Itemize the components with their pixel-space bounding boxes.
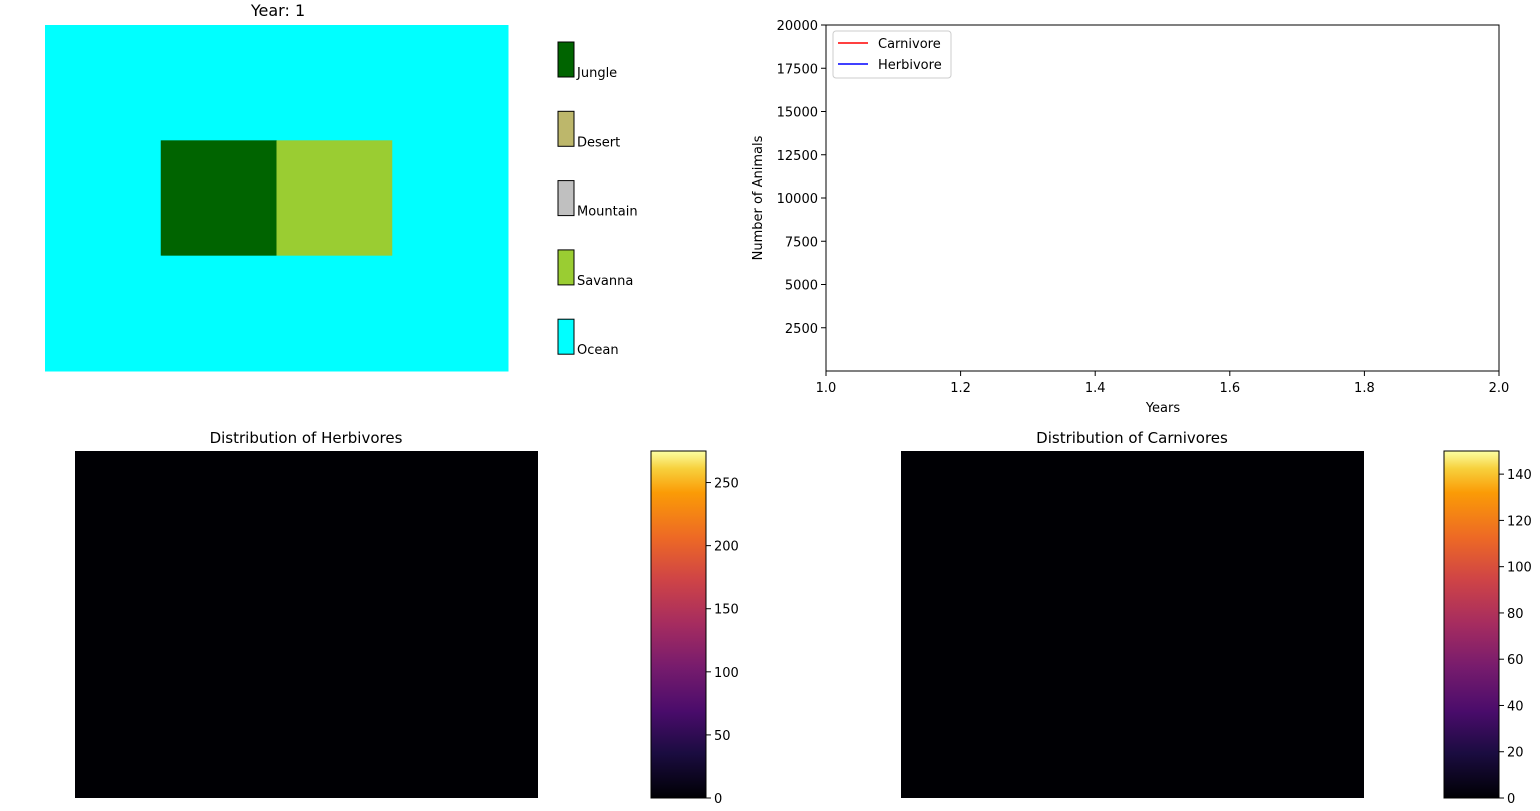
island-map-panel: Year: 1 Jungle Desert Mountain Savanna Ocean [45, 1, 638, 372]
population-y-axis: 2500 5000 7500 10000 12500 15000 17500 20000 [777, 19, 826, 337]
map-cell [276, 140, 393, 257]
herbivore-legend-label: Herbivore [878, 58, 942, 73]
island-map-title: Year: 1 [250, 1, 305, 20]
map-cell [276, 25, 393, 141]
x-tick-label: 1.8 [1354, 381, 1375, 396]
x-tick-label: 1.4 [1085, 381, 1106, 396]
x-tick-label: 2.0 [1489, 381, 1510, 396]
x-tick-label: 1.6 [1219, 381, 1240, 396]
population-plot-area [825, 24, 1500, 372]
map-cell [45, 25, 162, 141]
colorbar-tick-label: 100 [714, 666, 739, 681]
legend-label-mountain: Mountain [577, 205, 638, 220]
colorbar-tick-label: 80 [1507, 607, 1524, 622]
y-tick-label: 2500 [785, 322, 818, 337]
population-x-axis: 1.0 1.2 1.4 1.6 1.8 2.0 [816, 371, 1510, 396]
colorbar-tick-label: 0 [1507, 792, 1515, 807]
carnivore-legend-label: Carnivore [878, 37, 941, 52]
colorbar-tick-label: 140 [1507, 468, 1532, 483]
legend-swatch-savanna [557, 249, 575, 286]
herbivore-distribution-title: Distribution of Herbivores [210, 429, 403, 447]
y-tick-label: 17500 [777, 62, 818, 77]
map-cell [45, 255, 162, 372]
map-cell [160, 140, 277, 257]
y-tick-label: 10000 [777, 192, 818, 207]
map-cell [392, 25, 509, 141]
colorbar-tick-label: 20 [1507, 746, 1524, 761]
legend-swatch-desert [557, 110, 575, 147]
legend-label-savanna: Savanna [577, 274, 633, 289]
y-tick-label: 5000 [785, 279, 818, 294]
legend-label-jungle: Jungle [576, 66, 617, 81]
herbivore-heatmap [75, 451, 538, 798]
legend-label-desert: Desert [577, 135, 620, 150]
colorbar-tick-label: 40 [1507, 699, 1524, 714]
island-map-legend: Jungle Desert Mountain Savanna Ocean [557, 41, 638, 358]
carnivore-distribution-panel: Distribution of Carnivores 0 20 40 60 80 100 1… [901, 429, 1532, 807]
carnivore-heatmap [901, 451, 1364, 798]
legend-swatch-mountain [557, 180, 575, 217]
x-tick-label: 1.0 [816, 381, 837, 396]
colorbar-tick-label: 120 [1507, 514, 1532, 529]
map-cell [392, 140, 509, 257]
herbivore-distribution-panel: Distribution of Herbivores 0 50 100 150 200 2… [75, 429, 739, 807]
y-tick-label: 12500 [777, 149, 818, 164]
population-x-label: Years [1145, 401, 1181, 416]
colorbar-tick-label: 0 [714, 792, 722, 807]
legend-swatch-ocean [557, 318, 575, 355]
y-tick-label: 7500 [785, 235, 818, 250]
map-cell [160, 255, 277, 372]
colorbar-tick-label: 60 [1507, 653, 1524, 668]
map-cell [276, 255, 393, 372]
population-legend: Carnivore Herbivore [832, 30, 952, 79]
legend-swatch-jungle [557, 41, 575, 78]
population-y-label: Number of Animals [751, 135, 766, 260]
island-map-grid [45, 25, 509, 372]
carnivore-colorbar [1443, 450, 1500, 799]
carnivore-distribution-title: Distribution of Carnivores [1036, 429, 1228, 447]
colorbar-tick-label: 200 [714, 540, 739, 555]
herbivore-colorbar-ticks: 0 50 100 150 200 250 [706, 477, 739, 807]
colorbar-tick-label: 50 [714, 729, 731, 744]
map-cell [160, 25, 277, 141]
y-tick-label: 20000 [777, 19, 818, 34]
y-tick-label: 15000 [777, 106, 818, 121]
map-cell [392, 255, 509, 372]
colorbar-tick-label: 150 [714, 603, 739, 618]
x-tick-label: 1.2 [950, 381, 971, 396]
map-cell [45, 140, 162, 257]
carnivore-colorbar-ticks: 0 20 40 60 80 100 120 140 [1499, 468, 1532, 807]
herbivore-colorbar [650, 450, 707, 799]
population-trend-panel: 1.0 1.2 1.4 1.6 1.8 2.0 2500 5000 7500 10000 1250… [751, 19, 1509, 416]
colorbar-tick-label: 250 [714, 477, 739, 492]
legend-label-ocean: Ocean [577, 343, 619, 358]
colorbar-tick-label: 100 [1507, 561, 1532, 576]
